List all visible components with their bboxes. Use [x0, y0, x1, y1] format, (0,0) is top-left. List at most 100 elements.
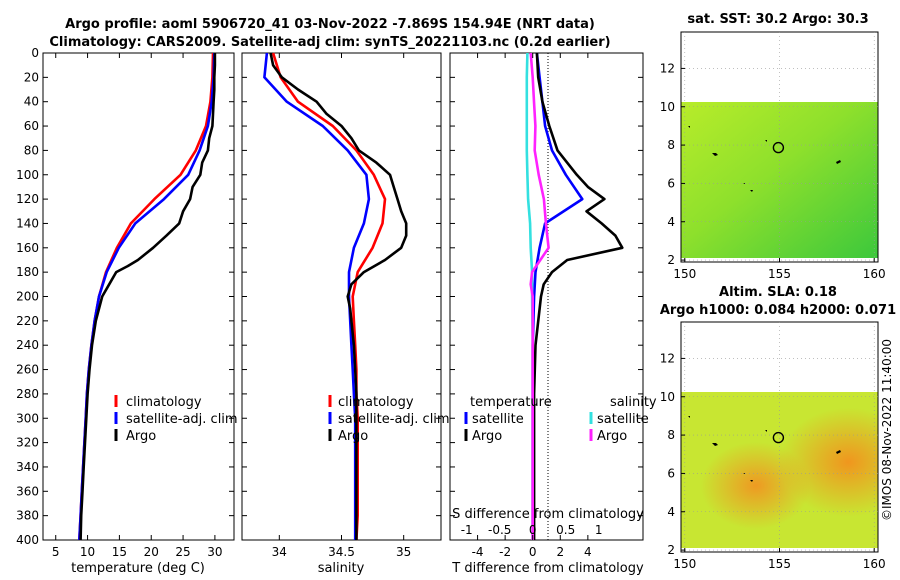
y-tick-label: 160: [16, 241, 39, 255]
figure-title-line1: Argo profile: aoml 5906720_41 03-Nov-202…: [65, 17, 595, 32]
salinity-panel: 34 34.5 35 salinity climatology satellite-…: [241, 52, 450, 576]
legend-climatology-label: climatology: [338, 395, 414, 410]
y-tick-label: 260: [16, 363, 39, 377]
y-tick-label: 4: [667, 505, 675, 519]
figure-title-line2: Climatology: CARS2009. Satellite-adj cli…: [49, 35, 610, 50]
y-tick-label: 380: [16, 509, 39, 523]
s-x-tick-label: -0.5: [488, 523, 511, 537]
island-shape: [750, 190, 753, 192]
x-tick-label: 30: [207, 545, 222, 559]
s-x-tick-label: 0: [529, 523, 537, 537]
island-shape: [765, 430, 767, 432]
difference-panel: -4 -2 0 2 4 T difference from climatology S …: [449, 52, 657, 576]
y-tick-label: 12: [660, 61, 675, 75]
difference-legend: temperature salinity satellite Argo sate…: [464, 395, 657, 444]
y-tick-label: 180: [16, 265, 39, 279]
temperature-legend: climatology satellite-adj. clim Argo: [114, 395, 238, 444]
sst-island-marks: [688, 126, 841, 192]
y-tick-label: 240: [16, 338, 39, 352]
x-tick-label: 20: [144, 545, 159, 559]
series-line-argo: [79, 53, 217, 541]
island-shape: [836, 450, 841, 454]
sla-grid: [681, 322, 878, 552]
y-tick-label: 6: [667, 466, 675, 480]
temperature-lines: [78, 52, 217, 541]
y-tick-label: 10: [660, 390, 675, 404]
y-tick-label: 140: [16, 216, 39, 230]
salinity-legend: climatology satellite-adj. clim Argo: [328, 395, 450, 444]
x-tick-label: 160: [863, 267, 886, 281]
s-x-tick-label: 1: [595, 523, 603, 537]
x-tick-label: 15: [112, 545, 127, 559]
sst-map-panel: sat. SST: 30.2 Argo: 30.3 150 155 16024681…: [660, 12, 886, 281]
island-shape: [743, 473, 745, 474]
x-tick-label: 160: [863, 557, 886, 571]
legend-satellite-label: satellite-adj. clim: [338, 412, 450, 427]
temperature-panel: 0 20 40 60 80 100 120 140 160 180 200 220 240 260 280 3…: [16, 46, 238, 576]
s-difference-label: S difference from climatology: [452, 507, 644, 522]
y-tick-label: 280: [16, 387, 39, 401]
series-line-t-argo: [532, 52, 624, 540]
y-tick-label: 20: [24, 70, 39, 84]
y-tick-label: 80: [24, 143, 39, 157]
x-tick-label: 4: [584, 545, 592, 559]
x-tick-label: 35: [396, 545, 411, 559]
legend-s-satellite-label: satellite: [597, 412, 649, 427]
y-tick-label: 100: [16, 168, 39, 182]
x-tick-label: 155: [768, 267, 791, 281]
legend-temperature-title: temperature: [470, 395, 552, 410]
salinity-lines: [263, 52, 408, 541]
legend-argo-label: Argo: [338, 429, 368, 444]
series-line-s-argo: [529, 52, 550, 540]
island-shape: [712, 153, 718, 156]
y-tick-label: 400: [16, 533, 39, 547]
sla-map-subtitle: Argo h1000: 0.084 h2000: 0.071: [660, 303, 896, 318]
y-tick-label: 8: [667, 138, 675, 152]
difference-ticks: -4 -2 0 2 4: [450, 52, 643, 559]
x-tick-label: 155: [768, 557, 791, 571]
y-tick-label: 2: [667, 543, 675, 557]
x-tick-label: 10: [80, 545, 95, 559]
x-tick-label: 2: [556, 545, 564, 559]
temperature-ticks: 0 20 40 60 80 100 120 140 160 180 200 220 240 260 280 3…: [16, 46, 234, 559]
temperature-xlabel: temperature (deg C): [71, 561, 205, 576]
series-line-climatology: [271, 52, 387, 541]
y-tick-label: 220: [16, 314, 39, 328]
legend-salinity-title: salinity: [610, 395, 657, 410]
x-tick-label: 150: [673, 267, 696, 281]
salinity-ticks: 34 34.5 35: [242, 52, 441, 559]
y-tick-label: 360: [16, 484, 39, 498]
sst-grid: [681, 32, 878, 262]
imos-credit: ©IMOS 08-Nov-2022 11:40:00: [880, 338, 894, 522]
series-line-argo: [269, 52, 408, 540]
x-tick-label: 150: [673, 557, 696, 571]
sla-ticks: 150 155 160 2 4 6 8 10 12: [660, 351, 886, 571]
x-tick-label: -4: [472, 545, 484, 559]
legend-t-satellite-label: satellite: [472, 412, 524, 427]
legend-s-argo-label: Argo: [597, 429, 627, 444]
t-difference-xlabel: T difference from climatology: [451, 561, 644, 576]
difference-axes-box: [449, 52, 644, 541]
x-tick-label: -2: [499, 545, 511, 559]
y-tick-label: 12: [660, 351, 675, 365]
s-difference-ticks: -1 -0.5 0 0.5 1: [461, 523, 603, 537]
y-tick-label: 320: [16, 436, 39, 450]
y-tick-label: 40: [24, 95, 39, 109]
y-tick-label: 6: [667, 176, 675, 190]
y-tick-label: 300: [16, 411, 39, 425]
s-x-tick-label: -1: [461, 523, 473, 537]
legend-t-argo-label: Argo: [472, 429, 502, 444]
sla-map-panel: Altim. SLA: 0.18 Argo h1000: 0.084 h2000…: [660, 285, 896, 571]
island-shape: [750, 480, 753, 482]
x-tick-label: 34.5: [328, 545, 355, 559]
island-shape: [712, 443, 718, 446]
y-tick-label: 4: [667, 215, 675, 229]
y-tick-label: 120: [16, 192, 39, 206]
y-tick-label: 10: [660, 100, 675, 114]
salinity-xlabel: salinity: [318, 561, 365, 576]
sst-map-title: sat. SST: 30.2 Argo: 30.3: [687, 12, 868, 27]
x-tick-label: 34: [272, 545, 287, 559]
island-shape: [688, 126, 690, 128]
x-tick-label: 25: [175, 545, 190, 559]
